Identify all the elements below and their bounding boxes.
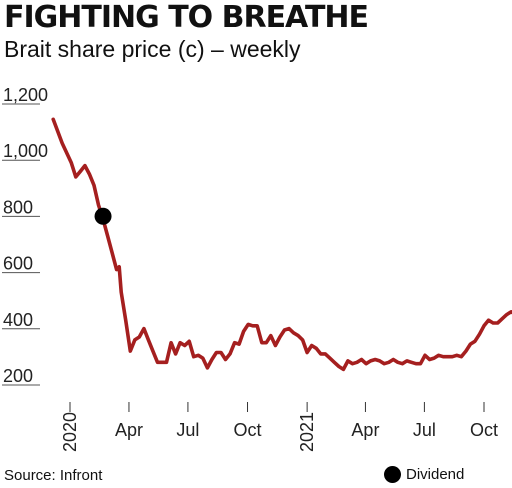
y-tick-label: 200 — [3, 366, 33, 386]
x-tick-label: Apr — [351, 420, 379, 440]
x-tick-label: Oct — [234, 420, 262, 440]
x-tick-label: 2021 — [297, 412, 317, 452]
x-tick-label: Apr — [115, 420, 143, 440]
x-tick-label: Jul — [413, 420, 436, 440]
x-tick-label: 2020 — [60, 412, 80, 452]
x-tick-label: Jul — [176, 420, 199, 440]
chart-title: FIGHTING TO BREATHE — [4, 0, 369, 35]
y-tick-label: 400 — [3, 310, 33, 330]
legend-dividend-marker — [384, 466, 401, 483]
dividend-marker — [94, 207, 112, 225]
legend: Dividend — [384, 466, 464, 483]
source-note: Source: Infront — [4, 467, 103, 484]
legend-dividend-label: Dividend — [406, 466, 465, 483]
y-tick-label: 600 — [3, 254, 33, 274]
y-tick-label: 1,000 — [3, 141, 48, 161]
share-price-line — [51, 117, 512, 372]
x-tick-label: Oct — [470, 420, 498, 440]
chart-subtitle: Brait share price (c) – weekly — [4, 36, 301, 62]
y-tick-label: 1,200 — [3, 85, 48, 105]
y-tick-label: 800 — [3, 197, 33, 217]
